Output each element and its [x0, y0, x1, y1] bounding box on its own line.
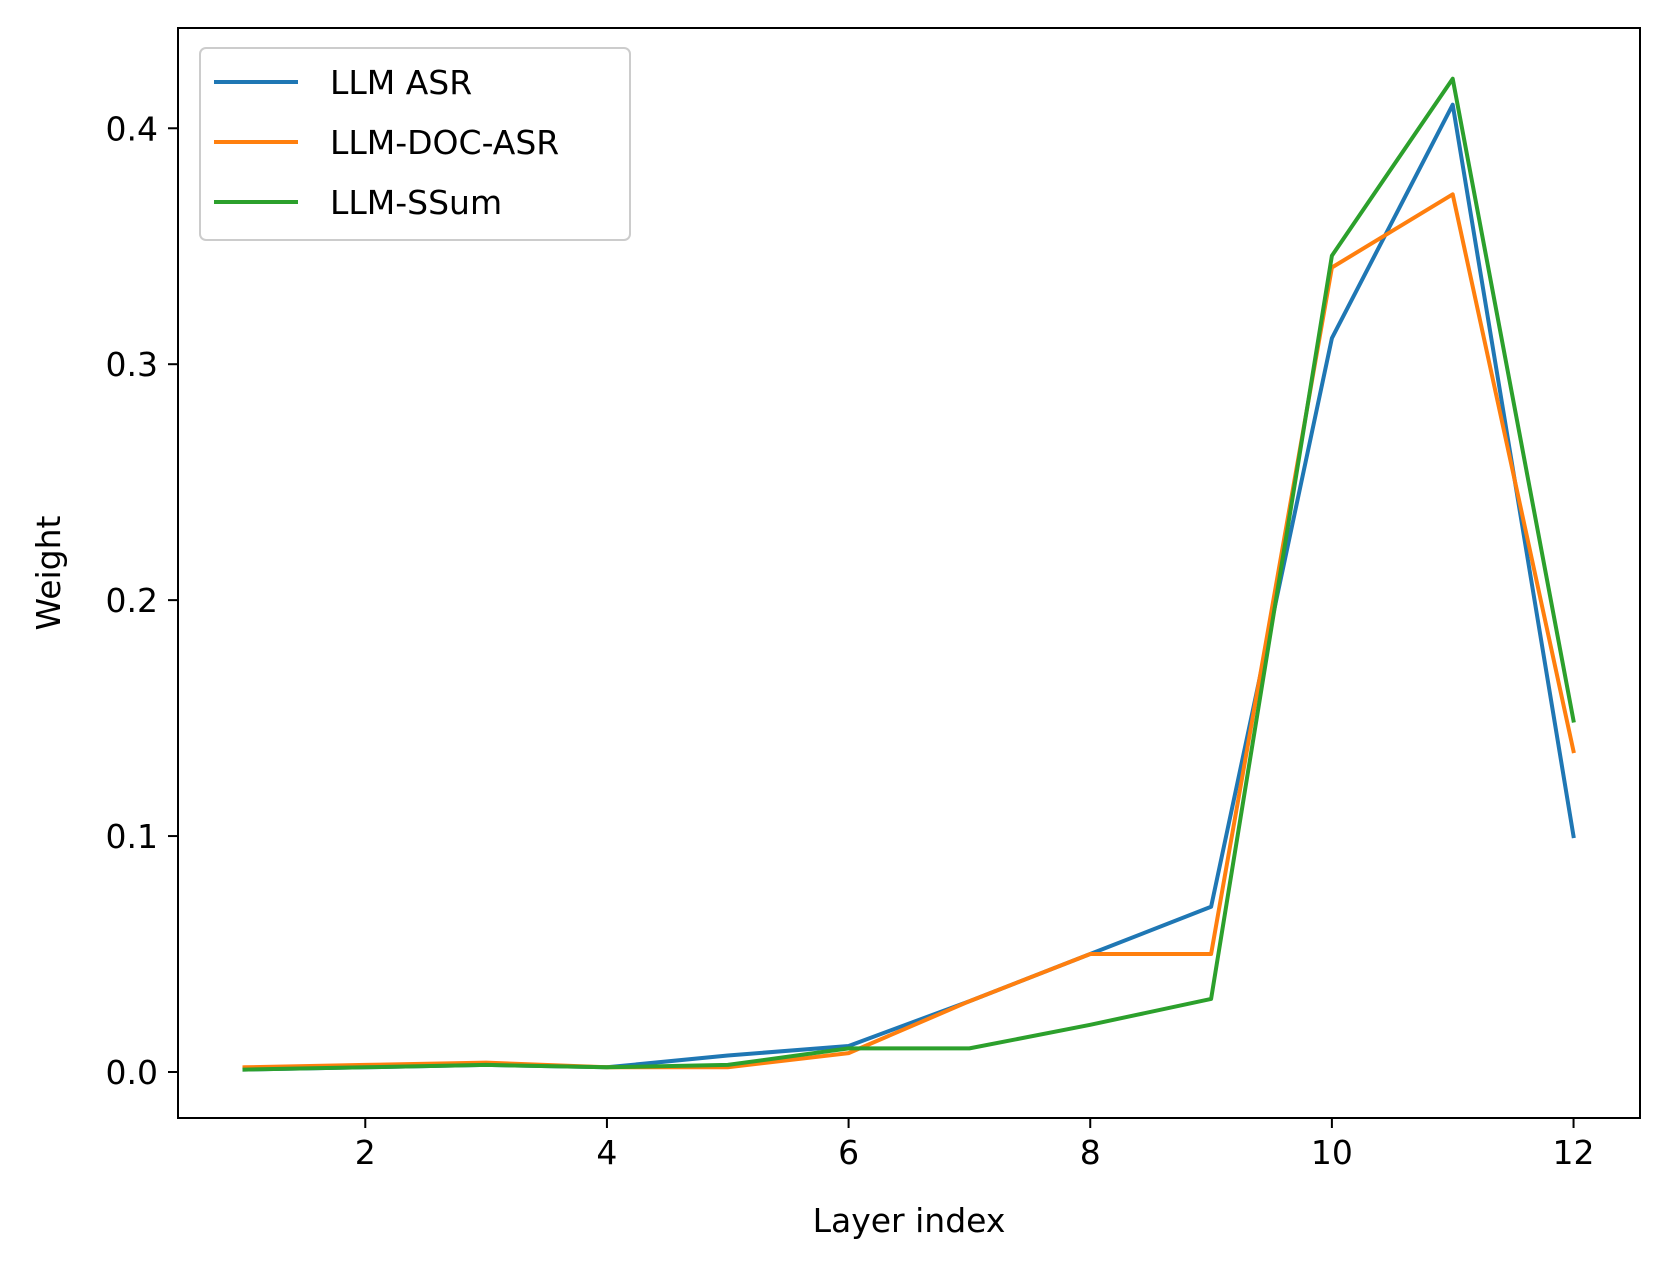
- series-layer: [242, 76, 1576, 1072]
- x-tick-label: 6: [838, 1133, 859, 1172]
- legend-box: [199, 47, 631, 241]
- y-tick-label: 0.1: [106, 817, 158, 856]
- x-tick-label: 2: [355, 1133, 376, 1172]
- y-tick-label: 0.4: [106, 109, 158, 148]
- plot-frame: [177, 27, 1641, 1119]
- y-tick-label: 0.2: [106, 581, 158, 620]
- x-axis: 2 4 6 8 10 12: [355, 1118, 1595, 1172]
- legend-label: LLM-SSum: [330, 183, 502, 222]
- x-tick-label: 8: [1080, 1133, 1101, 1172]
- x-tick-label: 12: [1553, 1133, 1595, 1172]
- legend-entries: LLM ASR LLM-DOC-ASR LLM-SSum: [214, 63, 559, 222]
- x-axis-label: Layer index: [813, 1201, 1006, 1240]
- y-tick-label: 0.0: [106, 1053, 158, 1092]
- y-axis: 0.0 0.1 0.2 0.3 0.4: [106, 109, 178, 1092]
- series-line-1: [242, 192, 1576, 1070]
- y-tick-label: 0.3: [106, 345, 158, 384]
- x-tick-label: 10: [1311, 1133, 1353, 1172]
- x-tick-label: 4: [596, 1133, 617, 1172]
- legend: LLM ASR LLM-DOC-ASR LLM-SSum: [199, 47, 631, 241]
- legend-label: LLM-DOC-ASR: [330, 123, 559, 162]
- y-axis-label: Weight: [29, 515, 68, 630]
- legend-label: LLM ASR: [330, 63, 472, 102]
- series-line-2: [242, 76, 1576, 1072]
